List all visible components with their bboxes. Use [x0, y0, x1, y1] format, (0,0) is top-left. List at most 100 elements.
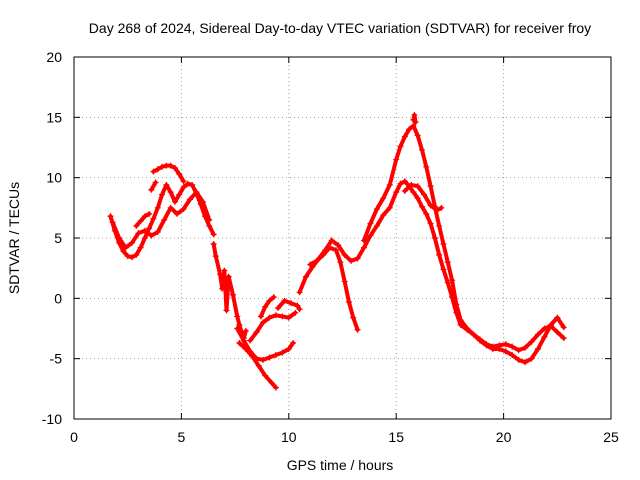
data-point [163, 181, 170, 188]
data-point [320, 251, 327, 258]
data-point [464, 325, 471, 332]
y-tick-label: -5 [50, 351, 63, 367]
data-point [176, 191, 183, 198]
data-point [373, 206, 380, 213]
data-point [148, 186, 155, 193]
data-point [354, 255, 361, 262]
data-point [137, 244, 144, 251]
data-point [541, 325, 548, 332]
data-point [109, 219, 116, 226]
data-point [436, 222, 443, 229]
y-axis-ticks: -10 -5 0 5 10 15 20 [42, 49, 611, 427]
data-point [141, 235, 148, 241]
y-tick-label: 15 [46, 109, 62, 125]
data-point [148, 232, 155, 239]
data-point [489, 346, 496, 353]
data-point [380, 212, 387, 219]
data-point [444, 279, 451, 286]
data-point [217, 271, 224, 278]
series-group [360, 122, 567, 366]
data-point [257, 313, 264, 320]
data-point [154, 204, 161, 211]
series-trace [276, 298, 302, 312]
data-point [279, 349, 286, 356]
data-point [266, 354, 273, 361]
data-point [128, 239, 135, 246]
data-point [240, 337, 247, 344]
data-point [386, 181, 393, 188]
data-point [180, 184, 187, 191]
series-trace [211, 242, 248, 341]
x-tick-label: 0 [70, 429, 78, 445]
data-point [262, 372, 269, 379]
x-tick-label: 15 [388, 429, 404, 445]
data-marks [107, 111, 567, 391]
data-point [180, 206, 187, 213]
data-point [528, 338, 535, 345]
data-point [234, 325, 241, 332]
data-point [174, 210, 181, 217]
data-point [354, 326, 361, 333]
data-point [427, 202, 434, 209]
data-point [373, 222, 380, 229]
data-point [421, 191, 428, 198]
x-axis-ticks: 0 5 10 15 20 25 [70, 57, 619, 445]
data-point [290, 339, 297, 346]
y-axis-label: SDTVAR / TECUs [6, 182, 22, 294]
data-point [150, 215, 157, 222]
series-group [148, 179, 159, 193]
data-point [184, 180, 191, 187]
data-point [393, 156, 400, 163]
data-point [431, 235, 438, 241]
y-tick-label: 0 [54, 290, 62, 306]
data-point [229, 291, 236, 298]
x-tick-label: 20 [496, 429, 512, 445]
data-point [401, 133, 408, 140]
data-point [397, 143, 404, 150]
data-point [341, 251, 348, 258]
series-group [401, 181, 445, 214]
data-point [206, 222, 213, 229]
data-point [266, 297, 273, 304]
data-point [212, 253, 219, 260]
data-point [423, 210, 430, 217]
data-point [453, 301, 460, 308]
data-point [457, 317, 464, 324]
y-tick-label: -10 [42, 411, 62, 427]
data-point [199, 198, 206, 205]
data-point [440, 241, 447, 248]
data-point [367, 220, 374, 227]
data-point [547, 321, 554, 328]
data-point [509, 343, 516, 350]
data-point [249, 353, 256, 360]
grid-lines [74, 57, 611, 419]
series-group [410, 111, 419, 126]
data-point [171, 165, 178, 172]
data-point [427, 220, 434, 227]
data-point [167, 204, 174, 211]
data-point [393, 189, 400, 196]
data-point [116, 235, 123, 241]
data-point [210, 241, 217, 248]
data-point [522, 344, 529, 351]
data-point [408, 181, 415, 188]
series-trace [237, 340, 278, 390]
data-point [206, 216, 213, 223]
data-point [221, 267, 228, 274]
series-group [150, 162, 187, 185]
data-point [133, 222, 140, 229]
data-point [414, 195, 421, 202]
data-point [159, 163, 166, 170]
data-point [154, 228, 161, 235]
series-trace [235, 326, 296, 362]
data-point [268, 379, 275, 386]
data-point [515, 356, 522, 363]
data-point [161, 216, 168, 223]
data-point [234, 313, 241, 320]
series-group [109, 189, 213, 251]
data-point [427, 183, 434, 190]
data-point [260, 319, 267, 326]
y-tick-label: 20 [46, 49, 62, 65]
data-point [401, 178, 408, 185]
data-point [287, 300, 294, 307]
